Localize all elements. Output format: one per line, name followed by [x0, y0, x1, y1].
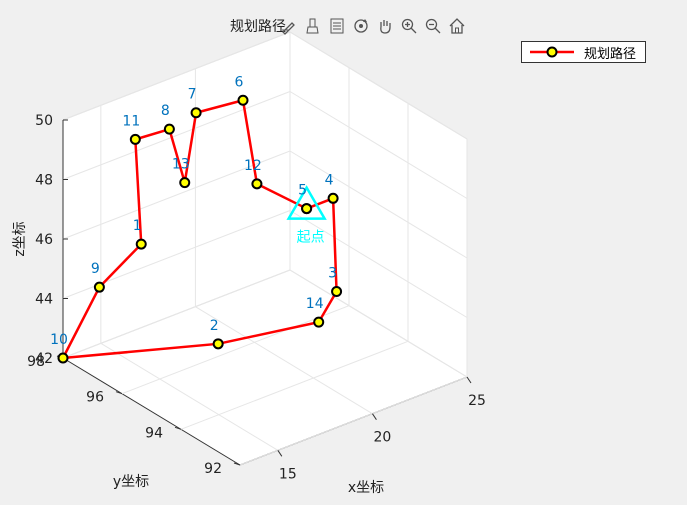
grid-line: [180, 340, 409, 430]
x-tick-label: 25: [468, 393, 486, 409]
grid-line: [62, 269, 291, 359]
path-point: [57, 352, 69, 364]
legend-entry-label: 规划路径: [584, 46, 637, 62]
grid-line: [121, 305, 350, 395]
y-tick: [115, 391, 123, 395]
path-point: [313, 316, 325, 328]
z-tick-label: 48: [35, 173, 53, 189]
home-icon[interactable]: [446, 15, 468, 37]
start-triangle: [286, 185, 327, 220]
start-label: 起点: [297, 230, 325, 246]
y-axis-label: y坐标: [113, 474, 149, 490]
z-tick-label: 50: [35, 113, 53, 129]
legend[interactable]: 规划路径: [521, 41, 646, 63]
point-label: 9: [91, 261, 100, 277]
grid-line: [289, 31, 468, 140]
z-tick-label: 46: [35, 232, 53, 248]
y-tick: [174, 426, 182, 430]
point-label: 10: [50, 332, 68, 348]
y-tick-label: 98: [27, 354, 45, 370]
x-axis-label: x坐标: [348, 480, 384, 496]
grid-line: [289, 269, 468, 378]
point-label: 3: [328, 265, 337, 281]
point-label: 6: [235, 74, 244, 90]
data-brush-icon[interactable]: [302, 15, 324, 37]
y-tick-label: 94: [145, 425, 163, 441]
chart-title: 规划路径: [230, 19, 286, 35]
x-tick: [466, 376, 472, 384]
grid-line: [195, 306, 373, 415]
path-point: [251, 178, 263, 190]
path-point: [93, 281, 105, 293]
x-tick-label: 20: [374, 430, 392, 446]
path-point: [135, 238, 147, 250]
point-label: 7: [188, 87, 197, 103]
grid-line: [62, 150, 291, 240]
point-label: 11: [122, 113, 140, 129]
y-tick-label: 92: [204, 461, 222, 477]
grid-line: [289, 150, 468, 259]
path-point: [327, 192, 339, 204]
y-axis-line: [62, 357, 241, 466]
y-tick: [233, 462, 241, 466]
z-tick-label: 42: [35, 351, 53, 367]
grid-line: [289, 210, 468, 318]
path-point: [163, 123, 175, 135]
rotate-icon[interactable]: [350, 15, 372, 37]
x-tick-label: 15: [279, 466, 297, 482]
z-tick-label: 44: [35, 292, 53, 308]
grid-lines: [62, 31, 468, 466]
path-point: [331, 285, 343, 297]
grid-line: [100, 342, 279, 451]
point-label: 12: [244, 158, 262, 174]
x-tick: [372, 413, 377, 420]
point-label: 1: [133, 218, 142, 234]
path-point: [301, 203, 313, 215]
z-axis-label: z坐标: [12, 221, 28, 256]
x-tick: [277, 450, 283, 457]
point-label: 5: [298, 183, 307, 199]
grid-line: [62, 91, 291, 180]
floor: [63, 270, 467, 465]
path-layer: [57, 94, 343, 364]
y-tick-label: 96: [86, 390, 104, 406]
zoom-in-icon[interactable]: [398, 15, 420, 37]
path-point: [212, 338, 224, 350]
path-point: [129, 133, 141, 145]
pan-hand-icon[interactable]: [374, 15, 396, 37]
grid-line: [62, 31, 291, 121]
start-marker-layer: 起点: [286, 185, 327, 246]
grid-line: [289, 91, 468, 199]
zoom-out-icon[interactable]: [422, 15, 444, 37]
path-point: [179, 177, 191, 189]
export-brush-icon[interactable]: [278, 15, 300, 37]
figure-toolbar: [278, 14, 468, 38]
point-label: 14: [306, 296, 324, 312]
path-point: [190, 107, 202, 119]
legend-swatch: [528, 42, 576, 62]
path-point: [237, 94, 249, 106]
point-label: 4: [325, 172, 334, 188]
point-label: 2: [210, 318, 219, 334]
point-label: 13: [172, 157, 190, 173]
legend-icon[interactable]: [326, 15, 348, 37]
point-label: 8: [161, 103, 170, 119]
